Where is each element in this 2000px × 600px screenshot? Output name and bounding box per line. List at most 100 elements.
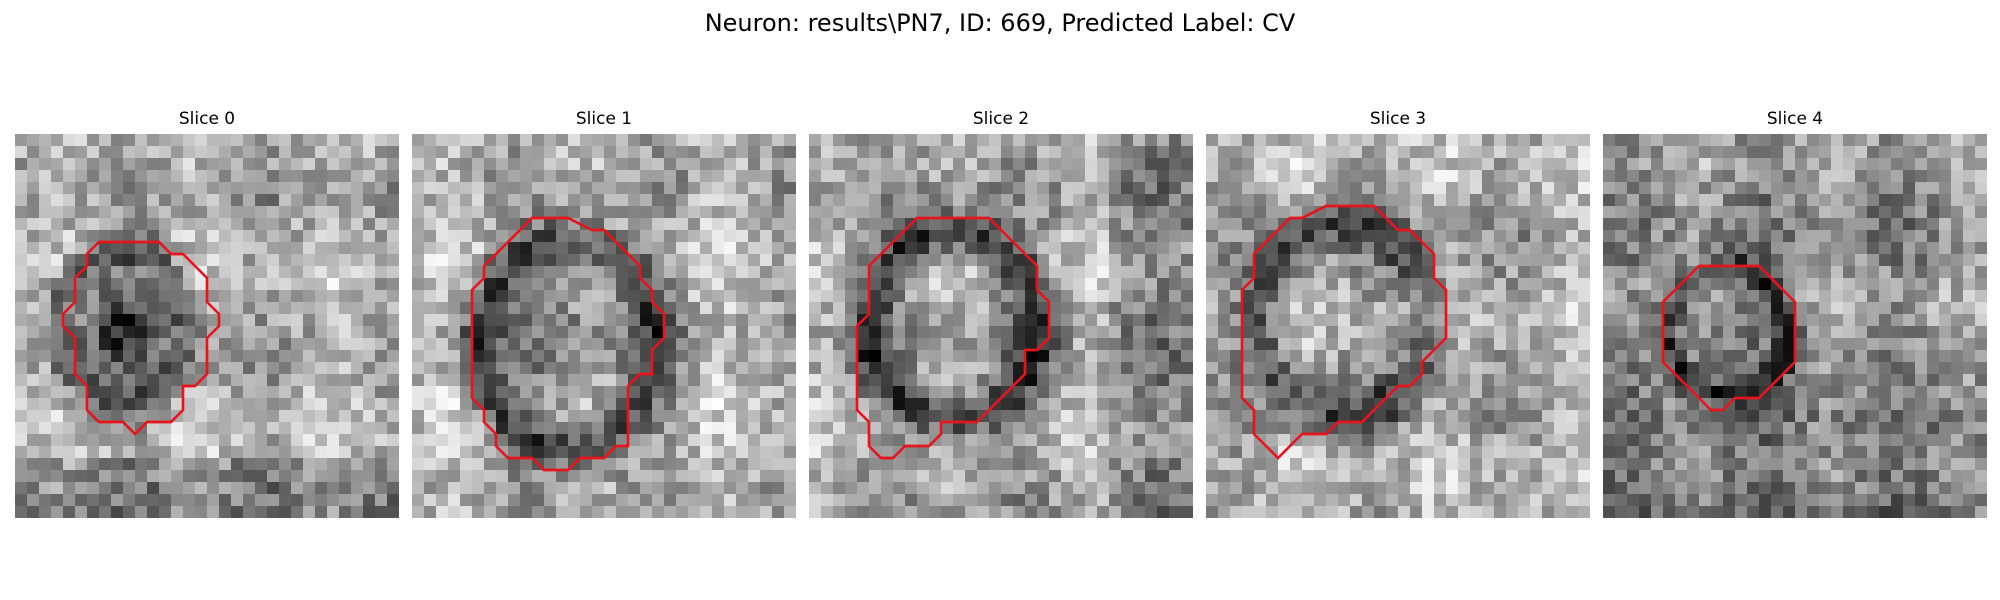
- slice-pixel: [1819, 362, 1831, 374]
- slice-image: [1603, 134, 1987, 518]
- slice-pixel: [1939, 170, 1951, 182]
- slice-pixel: [556, 278, 568, 290]
- slice-pixel: [1398, 218, 1410, 230]
- slice-pixel: [1699, 326, 1711, 338]
- slice-pixel: [580, 194, 592, 206]
- slice-pixel: [977, 302, 989, 314]
- slice-pixel: [1963, 134, 1975, 146]
- slice-pixel: [1446, 350, 1458, 362]
- slice-pixel: [1530, 350, 1542, 362]
- slice-pixel: [845, 410, 857, 422]
- slice-pixel: [1566, 398, 1578, 410]
- slice-pixel: [821, 254, 833, 266]
- slice-pixel: [508, 266, 520, 278]
- slice-pixel: [1037, 254, 1049, 266]
- slice-pixel: [604, 398, 616, 410]
- slice-pixel: [1398, 326, 1410, 338]
- slice-pixel: [845, 374, 857, 386]
- slice-pixel: [15, 398, 27, 410]
- slice-pixel: [1711, 170, 1723, 182]
- slice-pixel: [111, 266, 123, 278]
- slice-pixel: [436, 482, 448, 494]
- slice-pixel: [315, 458, 327, 470]
- slice-pixel: [303, 158, 315, 170]
- slice-pixel: [1759, 446, 1771, 458]
- slice-pixel: [27, 458, 39, 470]
- slice-pixel: [1603, 386, 1615, 398]
- slice-pixel: [1843, 266, 1855, 278]
- slice-pixel: [1001, 182, 1013, 194]
- slice-pixel: [412, 482, 424, 494]
- slice-pixel: [1145, 194, 1157, 206]
- slice-pixel: [748, 410, 760, 422]
- slice-pixel: [893, 254, 905, 266]
- slice-pixel: [1879, 158, 1891, 170]
- slice-pixel: [159, 158, 171, 170]
- slice-pixel: [363, 386, 375, 398]
- slice-pixel: [1133, 170, 1145, 182]
- slice-pixel: [1145, 302, 1157, 314]
- slice-pixel: [833, 350, 845, 362]
- slice-pixel: [580, 266, 592, 278]
- slice-pixel: [1181, 242, 1193, 254]
- slice-pixel: [712, 134, 724, 146]
- slice-pixel: [1771, 410, 1783, 422]
- slice-pixel: [1855, 242, 1867, 254]
- slice-pixel: [965, 458, 977, 470]
- slice-pixel: [339, 254, 351, 266]
- slice-pixel: [39, 398, 51, 410]
- slice-pixel: [1458, 158, 1470, 170]
- slice-pixel: [784, 182, 796, 194]
- slice-pixel: [700, 374, 712, 386]
- slice-pixel: [363, 326, 375, 338]
- slice-pixel: [1446, 170, 1458, 182]
- slice-pixel: [1446, 194, 1458, 206]
- slice-pixel: [63, 446, 75, 458]
- slice-pixel: [87, 374, 99, 386]
- slice-pixel: [1314, 362, 1326, 374]
- slice-pixel: [628, 146, 640, 158]
- slice-pixel: [784, 374, 796, 386]
- slice-pixel: [1398, 422, 1410, 434]
- slice-pixel: [87, 362, 99, 374]
- slice-pixel: [1218, 326, 1230, 338]
- slice-pixel: [1278, 266, 1290, 278]
- slice-pixel: [700, 194, 712, 206]
- slice-pixel: [1326, 506, 1338, 518]
- slice-pixel: [207, 206, 219, 218]
- slice-pixel: [676, 434, 688, 446]
- slice-pixel: [881, 170, 893, 182]
- slice-pixel: [532, 338, 544, 350]
- slice-pixel: [833, 434, 845, 446]
- slice-pixel: [1350, 470, 1362, 482]
- slice-pixel: [1747, 194, 1759, 206]
- slice-pixel: [123, 398, 135, 410]
- slice-pixel: [544, 326, 556, 338]
- slice-pixel: [784, 206, 796, 218]
- slice-pixel: [1037, 146, 1049, 158]
- slice-pixel: [1891, 362, 1903, 374]
- slice-pixel: [1302, 170, 1314, 182]
- slice-pixel: [1169, 410, 1181, 422]
- slice-pixel: [953, 482, 965, 494]
- slice-pixel: [255, 266, 267, 278]
- slice-pixel: [712, 206, 724, 218]
- slice-pixel: [351, 362, 363, 374]
- slice-pixel: [1326, 158, 1338, 170]
- slice-pixel: [1386, 362, 1398, 374]
- slice-pixel: [1735, 146, 1747, 158]
- slice-pixel: [857, 482, 869, 494]
- slice-pixel: [520, 446, 532, 458]
- slice-pixel: [1025, 218, 1037, 230]
- slice-pixel: [652, 482, 664, 494]
- slice-pixel: [243, 134, 255, 146]
- slice-pixel: [652, 362, 664, 374]
- slice-pixel: [544, 170, 556, 182]
- slice-pixel: [1603, 338, 1615, 350]
- slice-pixel: [1085, 302, 1097, 314]
- slice-pixel: [135, 326, 147, 338]
- slice-pixel: [1085, 182, 1097, 194]
- slice-pixel: [1651, 290, 1663, 302]
- slice-pixel: [123, 206, 135, 218]
- slice-pixel: [604, 302, 616, 314]
